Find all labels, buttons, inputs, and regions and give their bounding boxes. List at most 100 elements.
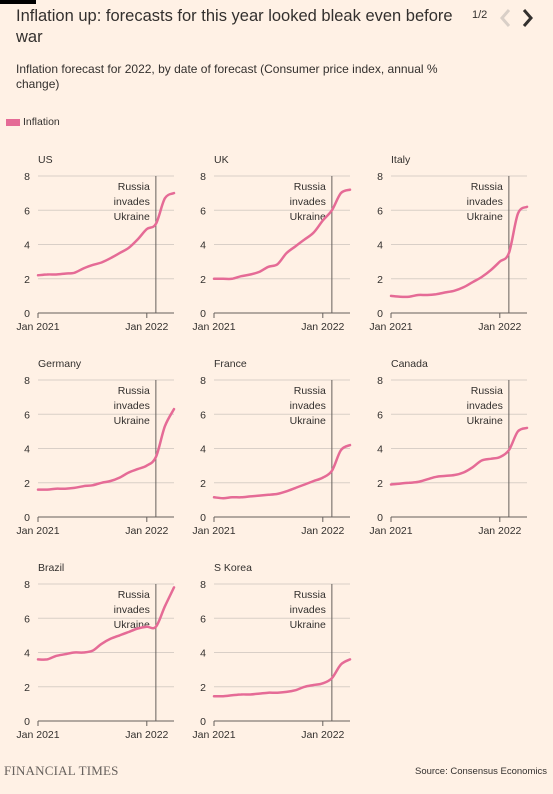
y-tick-label: 0: [24, 512, 30, 524]
x-tick-label: Jan 2022: [301, 321, 344, 333]
y-tick-label: 8: [200, 171, 206, 183]
y-tick-label: 8: [377, 171, 383, 183]
y-tick-label: 4: [24, 648, 30, 660]
y-tick-label: 4: [24, 444, 30, 456]
y-tick-label: 6: [377, 205, 383, 217]
annotation-label: Ukraine: [290, 415, 326, 427]
y-tick-label: 6: [200, 205, 206, 217]
y-tick-label: 2: [200, 274, 206, 286]
y-tick-label: 4: [200, 648, 206, 660]
panel-title: UK: [214, 154, 229, 166]
chevron-right-icon[interactable]: [518, 6, 538, 30]
annotation-label: Russia: [471, 181, 503, 193]
y-tick-label: 8: [200, 375, 206, 387]
y-tick-label: 0: [377, 308, 383, 320]
annotation-label: Russia: [471, 385, 503, 397]
source-note: Source: Consensus Economics: [414, 766, 547, 777]
annotation-label: invades: [467, 400, 503, 412]
inflation-series-line: [212, 658, 352, 698]
x-tick-label: Jan 2021: [16, 729, 59, 741]
chart-subtitle: Inflation forecast for 2022, by date of …: [16, 62, 438, 91]
inflation-series-line: [36, 586, 176, 661]
x-tick-label: Jan 2021: [16, 525, 59, 537]
inflation-series-line: [36, 191, 176, 277]
y-tick-label: 2: [24, 682, 30, 694]
x-tick-label: Jan 2022: [301, 525, 344, 537]
annotation-label: invades: [290, 604, 326, 616]
y-tick-label: 6: [24, 205, 30, 217]
annotation-label: invades: [114, 196, 150, 208]
y-tick-label: 2: [377, 274, 383, 286]
y-tick-label: 2: [24, 274, 30, 286]
panel-title: Italy: [391, 154, 411, 166]
x-tick-label: Jan 2022: [301, 729, 344, 741]
y-tick-label: 2: [377, 478, 383, 490]
y-tick-label: 6: [377, 409, 383, 421]
inflation-series-line: [212, 443, 352, 500]
y-tick-label: 6: [200, 613, 206, 625]
annotation-label: Ukraine: [114, 211, 150, 223]
x-tick-label: Jan 2021: [369, 321, 412, 333]
legend: Inflation: [6, 116, 60, 128]
chart-title: Inflation up: forecasts for this year lo…: [16, 7, 453, 46]
annotation-label: Ukraine: [467, 415, 503, 427]
y-tick-label: 4: [377, 444, 383, 456]
inflation-series-line: [212, 188, 352, 281]
inflation-series-line: [389, 205, 529, 299]
y-tick-label: 0: [200, 308, 206, 320]
annotation-label: Ukraine: [290, 619, 326, 631]
annotation-label: Russia: [118, 589, 150, 601]
x-tick-label: Jan 2022: [125, 525, 168, 537]
x-tick-label: Jan 2022: [478, 321, 521, 333]
y-tick-label: 8: [24, 171, 30, 183]
annotation-label: invades: [290, 196, 326, 208]
annotation-label: invades: [114, 400, 150, 412]
annotation-label: Russia: [294, 385, 326, 397]
x-tick-label: Jan 2021: [192, 525, 235, 537]
annotation-label: Russia: [294, 589, 326, 601]
x-tick-label: Jan 2022: [125, 729, 168, 741]
x-tick-label: Jan 2021: [192, 729, 235, 741]
legend-swatch: [6, 118, 20, 126]
y-tick-label: 0: [200, 512, 206, 524]
inflation-series-line: [36, 407, 176, 491]
panel-title: Brazil: [38, 562, 64, 574]
annotation-label: invades: [467, 196, 503, 208]
y-tick-label: 0: [377, 512, 383, 524]
x-tick-label: Jan 2021: [192, 321, 235, 333]
x-tick-label: Jan 2021: [369, 525, 412, 537]
annotation-label: Ukraine: [114, 619, 150, 631]
y-tick-label: 4: [24, 240, 30, 252]
annotation-label: Russia: [118, 181, 150, 193]
panel-title: Germany: [38, 358, 82, 370]
y-tick-label: 2: [24, 478, 30, 490]
chevron-left-icon[interactable]: [496, 6, 516, 30]
page-indicator: 1/2: [472, 9, 488, 21]
annotation-label: invades: [290, 400, 326, 412]
y-tick-label: 4: [200, 444, 206, 456]
y-tick-label: 6: [24, 613, 30, 625]
y-tick-label: 8: [377, 375, 383, 387]
panel-title: France: [214, 358, 247, 370]
x-tick-label: Jan 2022: [125, 321, 168, 333]
y-tick-label: 4: [377, 240, 383, 252]
y-tick-label: 0: [24, 716, 30, 728]
ft-logo: FINANCIAL TIMES: [4, 763, 119, 778]
annotation-label: invades: [114, 604, 150, 616]
y-tick-label: 6: [24, 409, 30, 421]
panel-title: Canada: [391, 358, 428, 370]
y-tick-label: 2: [200, 478, 206, 490]
y-tick-label: 0: [24, 308, 30, 320]
panel-title: S Korea: [214, 562, 252, 574]
y-tick-label: 0: [200, 716, 206, 728]
y-tick-label: 8: [24, 579, 30, 591]
x-tick-label: Jan 2021: [16, 321, 59, 333]
inflation-series-line: [389, 426, 529, 486]
y-tick-label: 6: [200, 409, 206, 421]
y-tick-label: 4: [200, 240, 206, 252]
y-tick-label: 2: [200, 682, 206, 694]
panel-title: US: [38, 154, 53, 166]
y-tick-label: 8: [24, 375, 30, 387]
annotation-label: Russia: [294, 181, 326, 193]
